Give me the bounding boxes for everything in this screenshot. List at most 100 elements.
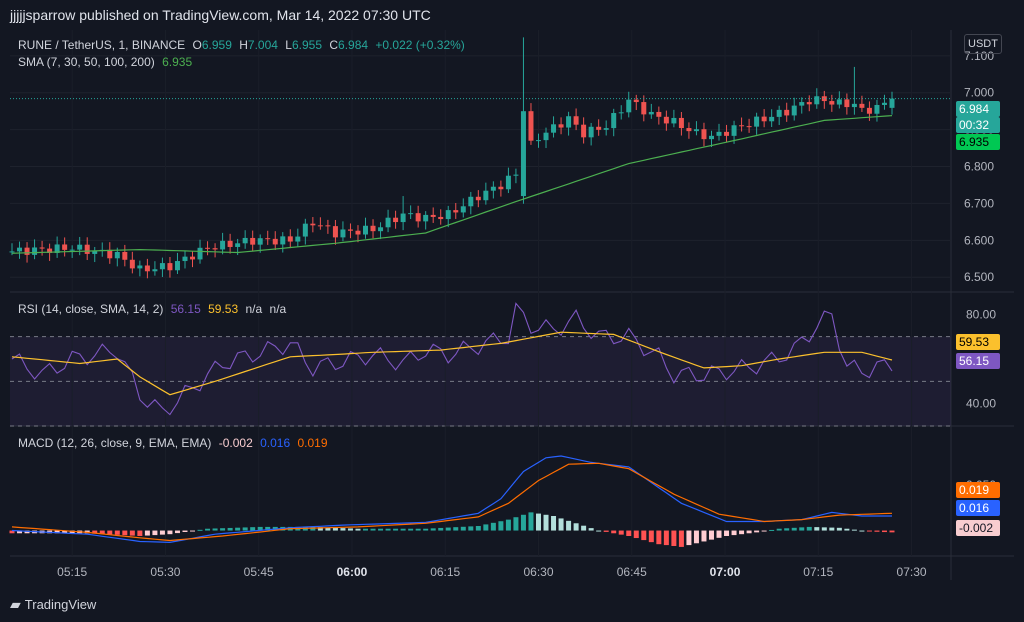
candle-body [174,261,180,271]
macd-hist-bar [385,528,391,531]
candle-body [167,263,173,271]
macd-hist-bar [806,526,812,531]
candle-body [408,213,414,215]
macd-hist-bar [438,527,444,531]
macd-hist-bar [874,530,880,532]
sma-value: 6.935 [162,55,193,69]
candle-body [633,99,639,103]
macd-hist-bar [190,530,196,532]
time-tick-label: 06:00 [337,565,368,579]
currency-button[interactable]: USDT [964,34,1002,54]
sma-price-tag: 6.935 [956,134,1000,150]
candle-body [355,230,361,235]
macd-hist-bar [754,530,760,533]
macd-hist-bar [227,527,233,531]
price-tick-label: 6.600 [964,233,994,247]
candle-body [889,98,895,108]
macd-hist-bar [54,530,60,534]
rsi-tick-label: 40.00 [966,397,996,411]
macd-hist-bar [378,528,384,531]
candle-body [205,247,211,249]
macd-hist-bar [265,526,271,531]
candle-body [543,132,549,141]
candle-body [122,251,128,260]
candle-body [332,226,338,238]
candle-body [513,174,519,176]
macd-hist-bar [859,530,865,532]
macd-line [11,455,892,544]
macd-hist-bar [174,530,180,534]
macd-hist-bar [99,530,105,535]
candle-body [310,223,316,226]
macd-hist-bar [250,527,256,531]
macd-hist-bar [611,530,617,534]
candle-body [453,210,459,213]
macd-hist-bar [851,529,857,531]
macd-hist-bar [588,528,594,531]
candle-body [77,244,83,250]
candle-body [701,129,707,140]
time-tick-label: 06:30 [523,565,553,579]
time-tick-label: 07:30 [897,565,927,579]
candle-body [535,140,541,142]
candle-body [47,248,53,253]
macd-hist-bar [453,527,459,531]
candle-body [415,213,421,222]
candle-body [295,236,301,242]
candle-body [227,240,233,247]
candle-body [190,256,196,260]
candle-body [378,227,384,232]
macd-hist-bar [430,528,436,531]
time-tick-label: 07:15 [803,565,833,579]
macd-hist-bar [9,530,15,534]
price-tick-label: 7.100 [964,49,994,63]
candle-body [159,263,165,270]
macd-hist-bar [746,530,752,534]
candle-body [746,126,752,128]
candle-body [272,238,278,245]
low-value: L6.955 [285,38,322,52]
macd-hist-bar [197,529,203,531]
macd-hist-bar [167,530,173,535]
candle-body [641,102,647,115]
macd-hist-bar [663,530,669,546]
candle-body [438,216,444,220]
candle-body [829,101,835,105]
candle-body [317,225,323,227]
candle-body [784,109,790,116]
candle-body [242,237,248,244]
macd-hist-bar [483,524,489,531]
candle-body [302,223,308,237]
symbol-label[interactable]: RUNE / TetherUS, 1, BINANCE [18,38,186,52]
candle-body [54,244,60,253]
macd-legend[interactable]: MACD (12, 26, close, 9, EMA, EMA) -0.002… [18,436,332,450]
candle-body [678,117,684,129]
time-tick-label: 06:15 [430,565,460,579]
macd-hist-bar [693,530,699,544]
candle-body [340,229,346,238]
candle-body [851,103,857,108]
macd-hist-bar [408,528,414,531]
publisher-header: jjjjjsparrow published on TradingView.co… [10,7,431,23]
macd-hist-bar [317,527,323,531]
candle-body [866,107,872,114]
sma-legend[interactable]: SMA (7, 30, 50, 100, 200) 6.935 [18,55,196,69]
rsi-ma-tag: 59.53 [956,334,1000,350]
rsi-legend[interactable]: RSI (14, close, SMA, 14, 2) 56.15 59.53 … [18,302,290,316]
candle-body [708,135,714,140]
macd-hist-bar [814,527,820,531]
candle-body [475,196,481,201]
macd-hist-bar [370,528,376,531]
macd-signal-tag: 0.019 [956,482,1000,498]
candle-body [769,116,775,122]
plot-area [10,30,951,556]
candle-body [814,96,820,105]
candle-body [250,237,256,245]
tradingview-logo[interactable]: ▰ TradingView [10,596,97,612]
macd-hist-bar [310,526,316,531]
macd-label: MACD (12, 26, close, 9, EMA, EMA) [18,436,212,450]
macd-hist-bar [182,530,188,532]
macd-hist-bar [490,522,496,531]
candle-body [566,116,572,128]
